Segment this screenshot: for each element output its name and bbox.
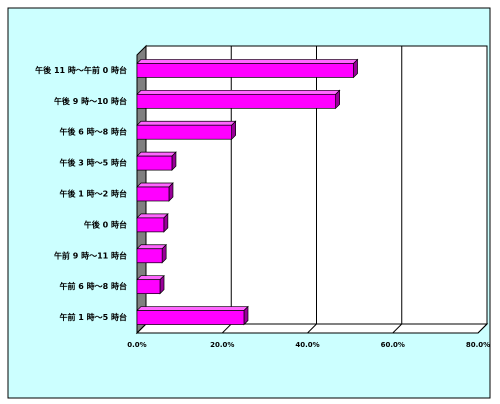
grid-line-floor <box>136 323 147 334</box>
bar <box>136 93 336 109</box>
y-tick-label: 午前 6 時～8 時台 <box>60 281 128 291</box>
bar-top <box>136 120 237 126</box>
bar <box>136 186 170 202</box>
bar-top <box>136 182 174 188</box>
y-tick-label: 午後 6 時～8 時台 <box>60 127 128 137</box>
bar <box>136 155 173 171</box>
bar-top <box>136 89 341 95</box>
y-tick-label: 午前 9 時～11 時台 <box>54 250 127 260</box>
y-tick-label: 午後 1 時～2 時台 <box>60 189 128 199</box>
grid-line-floor <box>221 323 232 334</box>
bar <box>136 217 165 233</box>
x-tick-label: 80.0% <box>466 341 490 349</box>
y-tick-label: 午後 3 時～5 時台 <box>60 158 128 168</box>
grid-line-floor <box>392 323 403 334</box>
x-tick-label: 20.0% <box>210 341 234 349</box>
bar <box>136 124 232 140</box>
y-tick-label: 午前 1 時～5 時台 <box>60 312 128 322</box>
y-tick-label: 午後 0 時台 <box>84 219 127 229</box>
bar <box>136 63 354 78</box>
grid-line-floor <box>307 323 317 334</box>
y-tick-label: 午後 11 時～午前 0 時台 <box>35 65 127 75</box>
grid-line-floor <box>477 323 488 334</box>
bar-top <box>136 244 167 250</box>
bar-top <box>136 151 177 157</box>
bar-top <box>136 213 169 219</box>
x-tick-label: 40.0% <box>295 341 319 349</box>
bar <box>136 310 245 325</box>
bar <box>136 248 163 264</box>
x-tick-label: 60.0% <box>381 341 405 349</box>
bar-top <box>136 306 249 311</box>
x-tick-label: 0.0% <box>127 341 146 349</box>
y-tick-label: 午後 9 時～10 時台 <box>54 96 127 106</box>
bar-top <box>136 59 359 64</box>
bar <box>136 279 161 295</box>
bar-top <box>136 275 165 281</box>
